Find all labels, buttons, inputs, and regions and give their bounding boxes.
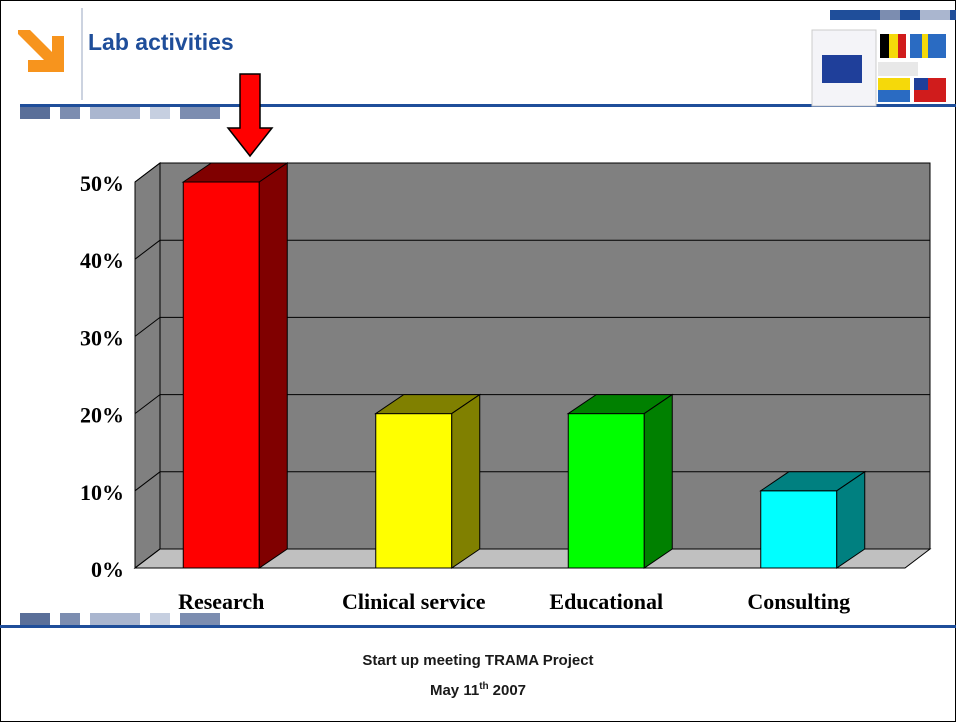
- grid-line-side: [134, 162, 161, 183]
- bar-front: [760, 490, 838, 569]
- y-tick-label: 0%: [91, 557, 124, 582]
- chart: 0% 10% 20% 30% 40% 50% Research Clinical servic…: [80, 161, 932, 614]
- partner-logos: [811, 29, 946, 107]
- x-tick-label: Consulting: [747, 589, 850, 614]
- side-wall: [134, 161, 161, 570]
- x-tick-label: Clinical service: [342, 589, 486, 614]
- footer-date: May 11th 2007: [430, 681, 526, 699]
- date-day: May 11: [430, 682, 479, 699]
- grid-line-side: [134, 239, 161, 260]
- footer-band: [0, 613, 956, 628]
- bar-side: [258, 162, 288, 569]
- bar-side: [836, 470, 866, 569]
- y-tick-label: 50%: [80, 171, 124, 196]
- grid-line-side: [134, 548, 161, 569]
- slide-title: Lab activities: [88, 29, 234, 55]
- header-band: [20, 10, 956, 119]
- indicator-arrow: [226, 73, 274, 158]
- bar-front: [567, 413, 645, 569]
- bar-front: [182, 181, 260, 569]
- grid-line-side: [134, 471, 161, 492]
- y-tick-label: 20%: [80, 403, 124, 428]
- grid-line-side: [134, 317, 161, 337]
- y-tick-label: 40%: [80, 248, 124, 273]
- bar-front: [375, 413, 453, 569]
- bar-side: [643, 393, 673, 569]
- logo: [18, 30, 64, 72]
- x-tick-label: Research: [178, 589, 264, 614]
- bar-side: [451, 393, 481, 569]
- date-suffix: th: [479, 681, 488, 692]
- grid-line-side: [134, 394, 161, 414]
- x-tick-label: Educational: [549, 589, 663, 614]
- y-tick-label: 30%: [80, 325, 124, 350]
- date-year: 2007: [493, 682, 526, 699]
- footer-title: Start up meeting TRAMA Project: [362, 652, 593, 669]
- y-tick-label: 10%: [80, 480, 124, 505]
